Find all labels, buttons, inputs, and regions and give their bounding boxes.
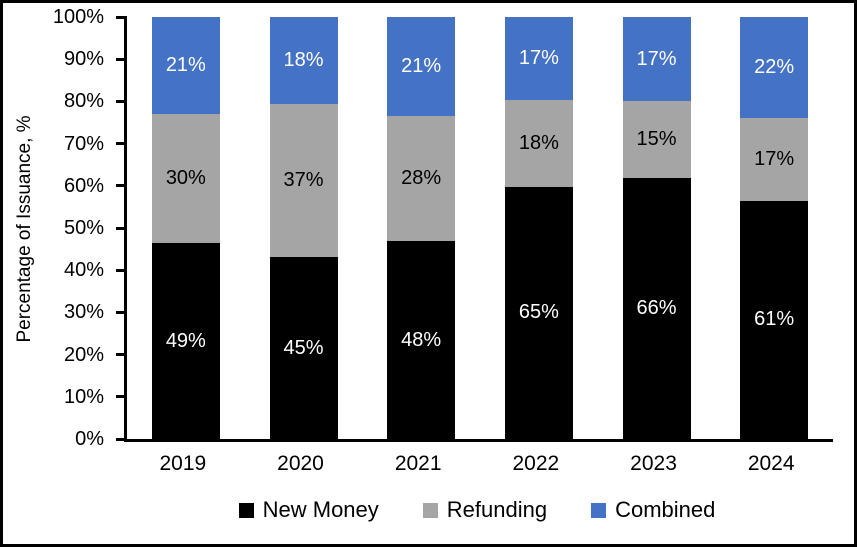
- stacked-bar-2021: 21% 28% 48%: [387, 17, 456, 439]
- y-axis-tick: [116, 310, 127, 314]
- bar-segment-refunding-2024: 17%: [740, 117, 809, 201]
- x-axis-label-2023: 2023: [630, 452, 677, 475]
- y-axis-tick-label: 60%: [63, 174, 104, 197]
- y-axis-tick: [116, 57, 127, 61]
- x-axis-label-2024: 2024: [747, 452, 795, 475]
- bar-segment-value-label: 61%: [754, 308, 795, 331]
- bar-segment-value-label: 48%: [401, 328, 442, 351]
- y-axis-tick: [116, 226, 127, 230]
- bar-segment-value-label: 49%: [165, 329, 206, 352]
- bar-slot-2024: 22% 17% 61%: [715, 17, 833, 439]
- y-axis-tick: [116, 142, 127, 146]
- stacked-bar-2022: 17% 18% 65%: [504, 17, 573, 440]
- x-axis-label-2021: 2021: [394, 452, 442, 475]
- x-axis-labels: 2019 2020 2021 2022 2023 2024: [124, 452, 830, 476]
- legend-swatch-icon: [422, 502, 438, 518]
- bar-slot-2022: 17% 18% 65%: [480, 17, 598, 440]
- y-axis-tick: [116, 15, 127, 19]
- bar-segment-new-money-2024: 61%: [740, 200, 809, 439]
- bar-segment-combined-2021: 21%: [387, 17, 456, 117]
- bar-segment-combined-2019: 21%: [151, 17, 220, 115]
- stacked-bar-2023: 17% 15% 66%: [622, 17, 691, 439]
- bar-segment-new-money-2019: 49%: [151, 243, 220, 439]
- bar-slot-2019: 21% 30% 49%: [127, 17, 245, 439]
- bar-segment-value-label: 21%: [165, 54, 206, 77]
- y-axis-tick-label: 90%: [63, 48, 104, 71]
- stacked-bar-2019: 21% 30% 49%: [151, 17, 220, 439]
- bar-segment-value-label: 45%: [283, 336, 324, 359]
- plot-area: 21% 30% 49% 18% 37% 45% 21% 28% 48% 17% 18% 65% 17% 1…: [116, 15, 833, 442]
- x-axis-label-2022: 2022: [512, 452, 560, 475]
- bar-slot-2023: 17% 15% 66%: [598, 17, 716, 439]
- y-axis-tick-label: 100%: [52, 6, 104, 28]
- bar-segment-value-label: 37%: [283, 168, 324, 191]
- y-axis-tick: [116, 395, 127, 399]
- bar-slot-2020: 18% 37% 45%: [245, 17, 363, 439]
- bar-segment-value-label: 22%: [754, 55, 795, 78]
- bar-segment-refunding-2020: 37%: [269, 103, 338, 258]
- bars-container: 21% 30% 49% 18% 37% 45% 21% 28% 48% 17% 18% 65% 17% 1…: [127, 17, 833, 440]
- y-axis-tick-label: 20%: [63, 343, 104, 366]
- y-axis-tick: [116, 437, 127, 441]
- legend-label: New Money: [262, 497, 379, 522]
- y-axis-tick-label: 30%: [63, 301, 104, 324]
- bar-segment-combined-2024: 22%: [740, 17, 809, 118]
- bar-slot-2021: 21% 28% 48%: [362, 17, 480, 439]
- y-axis-tick-label: 40%: [63, 259, 104, 282]
- bar-segment-combined-2020: 18%: [269, 17, 338, 104]
- bar-segment-value-label: 17%: [518, 47, 559, 69]
- legend-item-combined: Combined: [591, 497, 715, 523]
- bar-segment-new-money-2023: 66%: [622, 178, 691, 439]
- bar-segment-refunding-2022: 18%: [504, 100, 573, 187]
- bar-segment-value-label: 15%: [636, 128, 677, 151]
- bar-segment-combined-2022: 17%: [504, 17, 573, 101]
- legend-swatch-icon: [238, 502, 254, 518]
- legend-item-new-money: New Money: [238, 497, 379, 523]
- bar-segment-new-money-2021: 48%: [387, 241, 456, 439]
- bar-segment-refunding-2023: 15%: [622, 101, 691, 179]
- stacked-bar-2020: 18% 37% 45%: [269, 17, 338, 439]
- bar-segment-value-label: 30%: [165, 167, 206, 190]
- bar-segment-value-label: 21%: [401, 55, 442, 78]
- x-axis-label-2020: 2020: [277, 452, 324, 475]
- bar-segment-value-label: 66%: [636, 297, 677, 320]
- bar-segment-value-label: 18%: [518, 131, 559, 154]
- legend: New Money Refunding Combined: [124, 497, 830, 523]
- bar-segment-refunding-2021: 28%: [387, 116, 456, 242]
- bar-segment-refunding-2019: 30%: [151, 114, 220, 244]
- bar-segment-new-money-2022: 65%: [504, 186, 573, 440]
- legend-item-refunding: Refunding: [422, 497, 548, 523]
- bar-segment-value-label: 17%: [636, 47, 677, 70]
- y-axis-tick: [116, 268, 127, 272]
- y-axis-tick-label: 10%: [63, 385, 104, 408]
- stacked-bar-2024: 22% 17% 61%: [740, 17, 809, 439]
- y-axis-tick: [116, 99, 127, 103]
- bar-segment-value-label: 28%: [401, 167, 442, 190]
- y-axis-tick-label: 80%: [63, 90, 104, 113]
- bar-segment-combined-2023: 17%: [622, 17, 691, 102]
- bar-segment-value-label: 17%: [754, 147, 795, 170]
- y-axis-tick: [116, 184, 127, 188]
- legend-label: Refunding: [446, 497, 548, 522]
- x-axis-label-2019: 2019: [159, 452, 207, 475]
- bar-segment-value-label: 65%: [518, 301, 559, 324]
- legend-swatch-icon: [591, 502, 607, 518]
- y-axis-tick-label: 70%: [63, 132, 104, 155]
- y-axis-tick-label: 50%: [63, 217, 104, 239]
- bar-segment-new-money-2020: 45%: [269, 257, 338, 439]
- bar-segment-value-label: 18%: [283, 48, 324, 71]
- y-axis-tick: [116, 353, 127, 357]
- y-axis-tick-label: 0%: [75, 428, 104, 450]
- legend-label: Combined: [615, 497, 716, 522]
